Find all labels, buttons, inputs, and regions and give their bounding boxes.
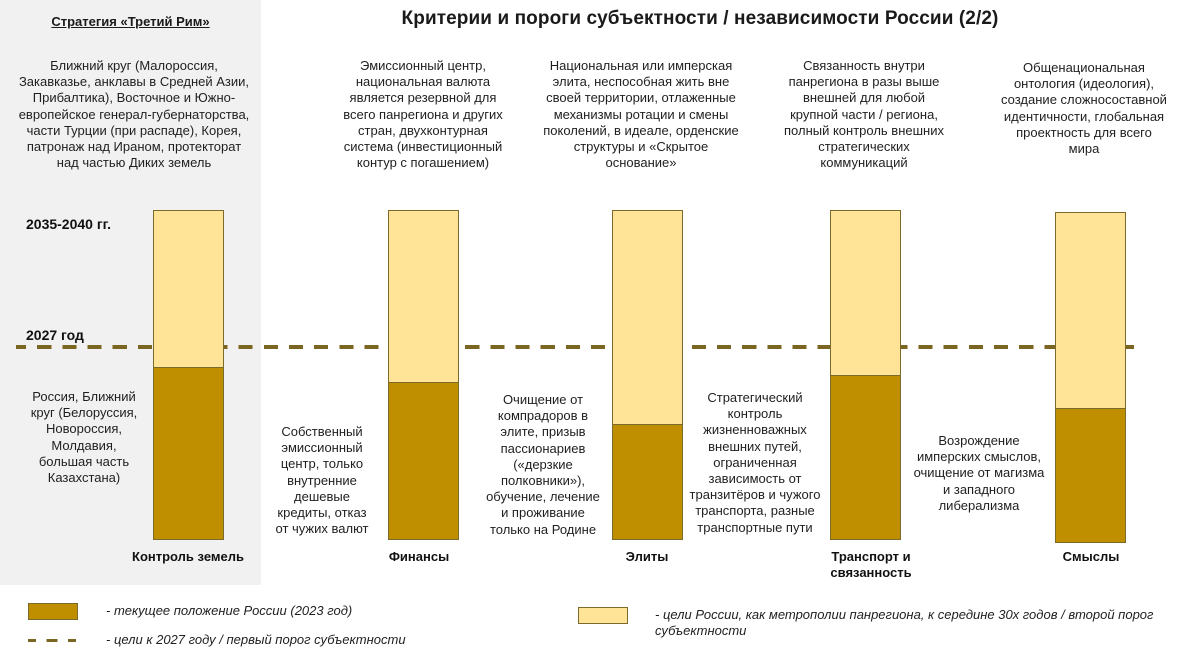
- bar-meanings: [1055, 212, 1126, 543]
- target-text-finance: Эмиссионный центр, национальная валюта я…: [343, 58, 503, 171]
- category-label-lands: Контроль земель: [132, 549, 244, 564]
- target-text-meanings: Общенациональная онтология (идеология), …: [1001, 60, 1167, 157]
- category-label-meanings: Смыслы: [1062, 549, 1120, 564]
- bar-elites-current: [613, 424, 682, 539]
- bar-elites: [612, 210, 683, 540]
- strategy-title: Стратегия «Третий Рим»: [51, 14, 210, 29]
- legend-text-2027: - цели к 2027 году / первый порог субъек…: [106, 632, 406, 647]
- bar-transport: [830, 210, 901, 540]
- legend-swatch-current: [28, 603, 78, 620]
- bar-meanings-current: [1056, 408, 1125, 542]
- category-label-elites: Элиты: [625, 549, 669, 564]
- current-text-transport: Стратегический контроль жизненноважных в…: [689, 390, 821, 535]
- legend-dash-2027: [28, 639, 76, 642]
- target-text-lands: Ближний круг (Малороссия, Закавказье, ан…: [18, 58, 250, 171]
- bar-finance-current: [389, 382, 458, 539]
- ylabel-2035-2040: 2035-2040 гг.: [26, 216, 111, 232]
- category-label-finance: Финансы: [388, 549, 450, 564]
- current-text-finance: Собственный эмиссионный центр, только вн…: [275, 424, 369, 537]
- bar-finance: [388, 210, 459, 540]
- bar-transport-current: [831, 375, 900, 539]
- current-text-elites: Очищение от компрадоров в элите, призыв …: [486, 392, 600, 537]
- target-text-elites: Национальная или имперская элита, неспос…: [543, 58, 739, 171]
- target-text-transport: Связанность внутри панрегиона в разы выш…: [784, 58, 944, 171]
- legend-text-target: - цели России, как метрополии панрегиона…: [655, 607, 1154, 638]
- bar-lands-current: [154, 367, 223, 539]
- bar-lands: [153, 210, 224, 540]
- chart-title: Критерии и пороги субъектности / независ…: [401, 8, 999, 29]
- ylabel-2027: 2027 год: [26, 327, 84, 343]
- current-text-lands: Россия, Ближний круг (Белоруссия, Новоро…: [30, 389, 138, 486]
- threshold-2027-line: [16, 345, 1138, 349]
- legend-swatch-target: [578, 607, 628, 624]
- current-text-meanings: Возрождение имперских смыслов, очищение …: [913, 433, 1045, 513]
- legend-text-current: - текущее положение России (2023 год): [106, 603, 353, 618]
- category-label-transport: Транспорт и связанность: [830, 549, 912, 580]
